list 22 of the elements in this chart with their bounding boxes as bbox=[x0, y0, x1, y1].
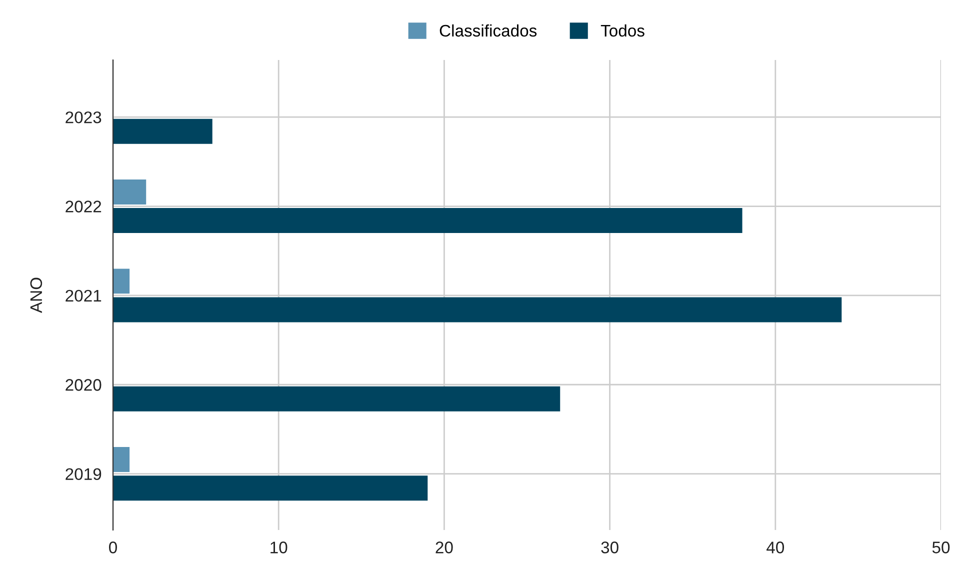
bar bbox=[113, 297, 842, 322]
bar bbox=[113, 476, 428, 501]
legend-label: Todos bbox=[600, 24, 644, 37]
y-tick-label: 2023 bbox=[66, 111, 102, 124]
y-axis-title: ANO bbox=[30, 278, 42, 314]
y-tick-label: 2020 bbox=[66, 379, 102, 391]
bar bbox=[113, 208, 742, 234]
x-tick-label: 40 bbox=[766, 542, 784, 554]
x-tick-label: 0 bbox=[109, 542, 117, 554]
bar bbox=[113, 268, 130, 294]
y-tick-label: 2021 bbox=[66, 290, 102, 302]
y-tick-label: 2019 bbox=[66, 468, 102, 480]
legend-label: Classificados bbox=[440, 24, 537, 37]
x-tick-label: 30 bbox=[601, 542, 618, 554]
bar bbox=[113, 447, 130, 472]
bar bbox=[113, 180, 146, 204]
x-tick-label: 20 bbox=[436, 542, 453, 554]
bar bbox=[113, 386, 560, 412]
y-tick-label: 2022 bbox=[66, 200, 102, 212]
x-tick-label: 10 bbox=[270, 542, 288, 554]
x-tick-label: 50 bbox=[932, 542, 950, 554]
bar bbox=[113, 118, 212, 144]
